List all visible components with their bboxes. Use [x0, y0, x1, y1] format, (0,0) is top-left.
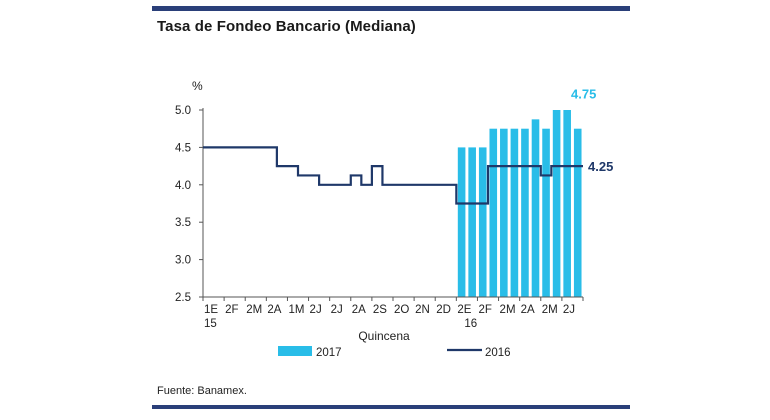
source-note: Fuente: Banamex. — [157, 385, 247, 397]
x-tick-label: 2F — [478, 304, 491, 316]
y-axis-unit: % — [192, 79, 203, 93]
x-tick-label: 2M — [246, 304, 262, 316]
y-tick-label: 3.0 — [175, 255, 191, 267]
bar-2017 — [531, 119, 540, 297]
x-tick-label: 2D — [436, 304, 451, 316]
bar-2017 — [457, 147, 466, 297]
legend-swatch-2017 — [278, 346, 312, 356]
bar-2017 — [563, 110, 571, 297]
legend-label-2017: 2017 — [316, 347, 342, 359]
bar-2017 — [478, 147, 487, 297]
legend-label-2016: 2016 — [485, 347, 511, 359]
bar-2017 — [573, 128, 582, 297]
bar-2017 — [500, 128, 508, 297]
x-tick-label: 2O — [394, 304, 409, 316]
chart-title: Tasa de Fondeo Bancario (Mediana) — [157, 18, 416, 35]
bar-2017 — [468, 147, 476, 297]
y-tick-label: 4.5 — [175, 142, 191, 154]
x-tick-label: 2J — [331, 304, 343, 316]
x-tick-label: 2A — [521, 304, 535, 316]
x-year-label: 16 — [464, 318, 477, 330]
line-2016 — [203, 146, 583, 205]
x-tick-label: 2E — [457, 304, 471, 316]
x-tick-label: 2S — [373, 304, 387, 316]
bar-2017 — [510, 128, 519, 297]
top-rule — [152, 6, 630, 11]
y-tick-label: 4.0 — [175, 180, 191, 192]
x-tick-label: 2J — [310, 304, 322, 316]
x-tick-label: 2M — [542, 304, 558, 316]
bar-2017 — [489, 128, 498, 297]
bar-2017 — [521, 128, 529, 297]
x-tick-label: 2A — [267, 304, 281, 316]
x-tick-label: 2M — [500, 304, 516, 316]
end-label-2016: 4.25 — [588, 159, 613, 174]
bar-2017 — [552, 110, 561, 297]
y-tick-label: 3.5 — [175, 217, 191, 229]
x-tick-label: 1M — [288, 304, 304, 316]
y-tick-label: 5.0 — [175, 105, 191, 117]
x-tick-label: 1E — [204, 304, 218, 316]
y-tick-label: 2.5 — [175, 292, 191, 304]
end-label-2017: 4.75 — [571, 87, 596, 102]
x-year-label: 15 — [204, 318, 217, 330]
bar-2017 — [542, 128, 550, 297]
x-tick-label: 2F — [225, 304, 238, 316]
x-tick-label: 2N — [415, 304, 430, 316]
x-tick-label: 2J — [563, 304, 575, 316]
x-axis-title: Quincena — [358, 329, 410, 343]
bottom-rule — [152, 405, 630, 409]
x-tick-label: 2A — [352, 304, 366, 316]
